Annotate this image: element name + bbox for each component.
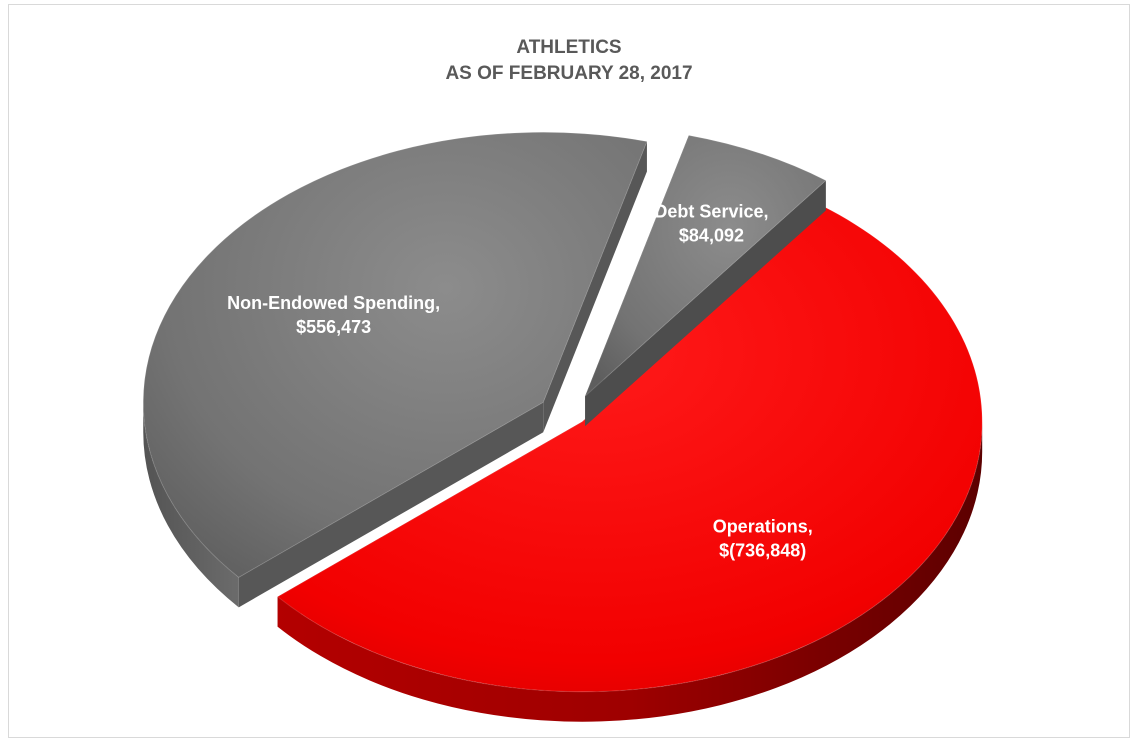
chart-title-block: ATHLETICS AS OF FEBRUARY 28, 2017: [9, 35, 1129, 87]
slice-value-label: $(736,848): [719, 541, 806, 561]
chart-title: ATHLETICS: [516, 37, 622, 58]
slice-non-endowed-spending: [142, 131, 648, 608]
slice-value-label: $84,092: [679, 225, 744, 245]
slice-label: Debt Service,: [654, 201, 768, 221]
slice-operations: [276, 205, 983, 722]
slice-debt-service: [584, 134, 827, 427]
chart-subtitle: AS OF FEBRUARY 28, 2017: [445, 63, 693, 84]
slice-label: Non-Endowed Spending,: [227, 293, 440, 313]
slice-value-label: $556,473: [296, 317, 371, 337]
slice-label: Operations,: [713, 517, 813, 537]
